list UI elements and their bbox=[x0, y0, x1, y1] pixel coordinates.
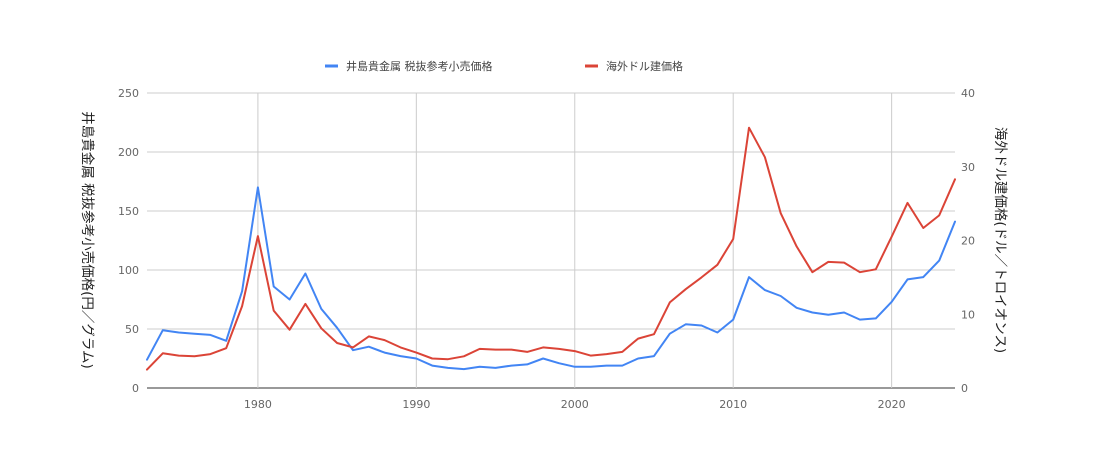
y-tick-left: 250 bbox=[118, 87, 139, 100]
x-tick: 1990 bbox=[402, 398, 430, 411]
y-tick-left: 50 bbox=[125, 323, 139, 336]
y-tick-left: 200 bbox=[118, 146, 139, 159]
x-tick: 2000 bbox=[561, 398, 589, 411]
y-tick-right: 30 bbox=[961, 161, 975, 174]
series-line-blue[interactable] bbox=[146, 186, 956, 371]
series-lines bbox=[146, 126, 956, 371]
y-tick-right: 40 bbox=[961, 87, 975, 100]
legend-label-red[interactable]: 海外ドル建価格 bbox=[606, 59, 683, 73]
y-axis-title-left: 井島貴金属 税抜参考小売価格(円／グラム) bbox=[79, 111, 96, 368]
x-tick: 2010 bbox=[719, 398, 747, 411]
y-tick-right: 0 bbox=[961, 382, 968, 395]
legend[interactable]: 井島貴金属 税抜参考小売価格 海外ドル建価格 bbox=[325, 59, 683, 73]
grid bbox=[147, 92, 955, 389]
y-axis-title-right: 海外ドル建価格(ドル／トロイオンス) bbox=[992, 127, 1008, 353]
legend-label-blue[interactable]: 井島貴金属 税抜参考小売価格 bbox=[346, 59, 493, 73]
y-tick-right: 20 bbox=[961, 235, 975, 248]
y-tick-right: 10 bbox=[961, 308, 975, 321]
y-tick-left: 0 bbox=[132, 382, 139, 395]
y-tick-left: 100 bbox=[118, 264, 139, 277]
y-tick-left: 150 bbox=[118, 205, 139, 218]
x-tick: 1980 bbox=[244, 398, 272, 411]
axis-ticks: 0 50 100 150 200 250 0 10 20 30 40 1980 1990 2000 2010… bbox=[118, 87, 975, 411]
series-line-red[interactable] bbox=[146, 126, 956, 371]
x-tick: 2020 bbox=[878, 398, 906, 411]
